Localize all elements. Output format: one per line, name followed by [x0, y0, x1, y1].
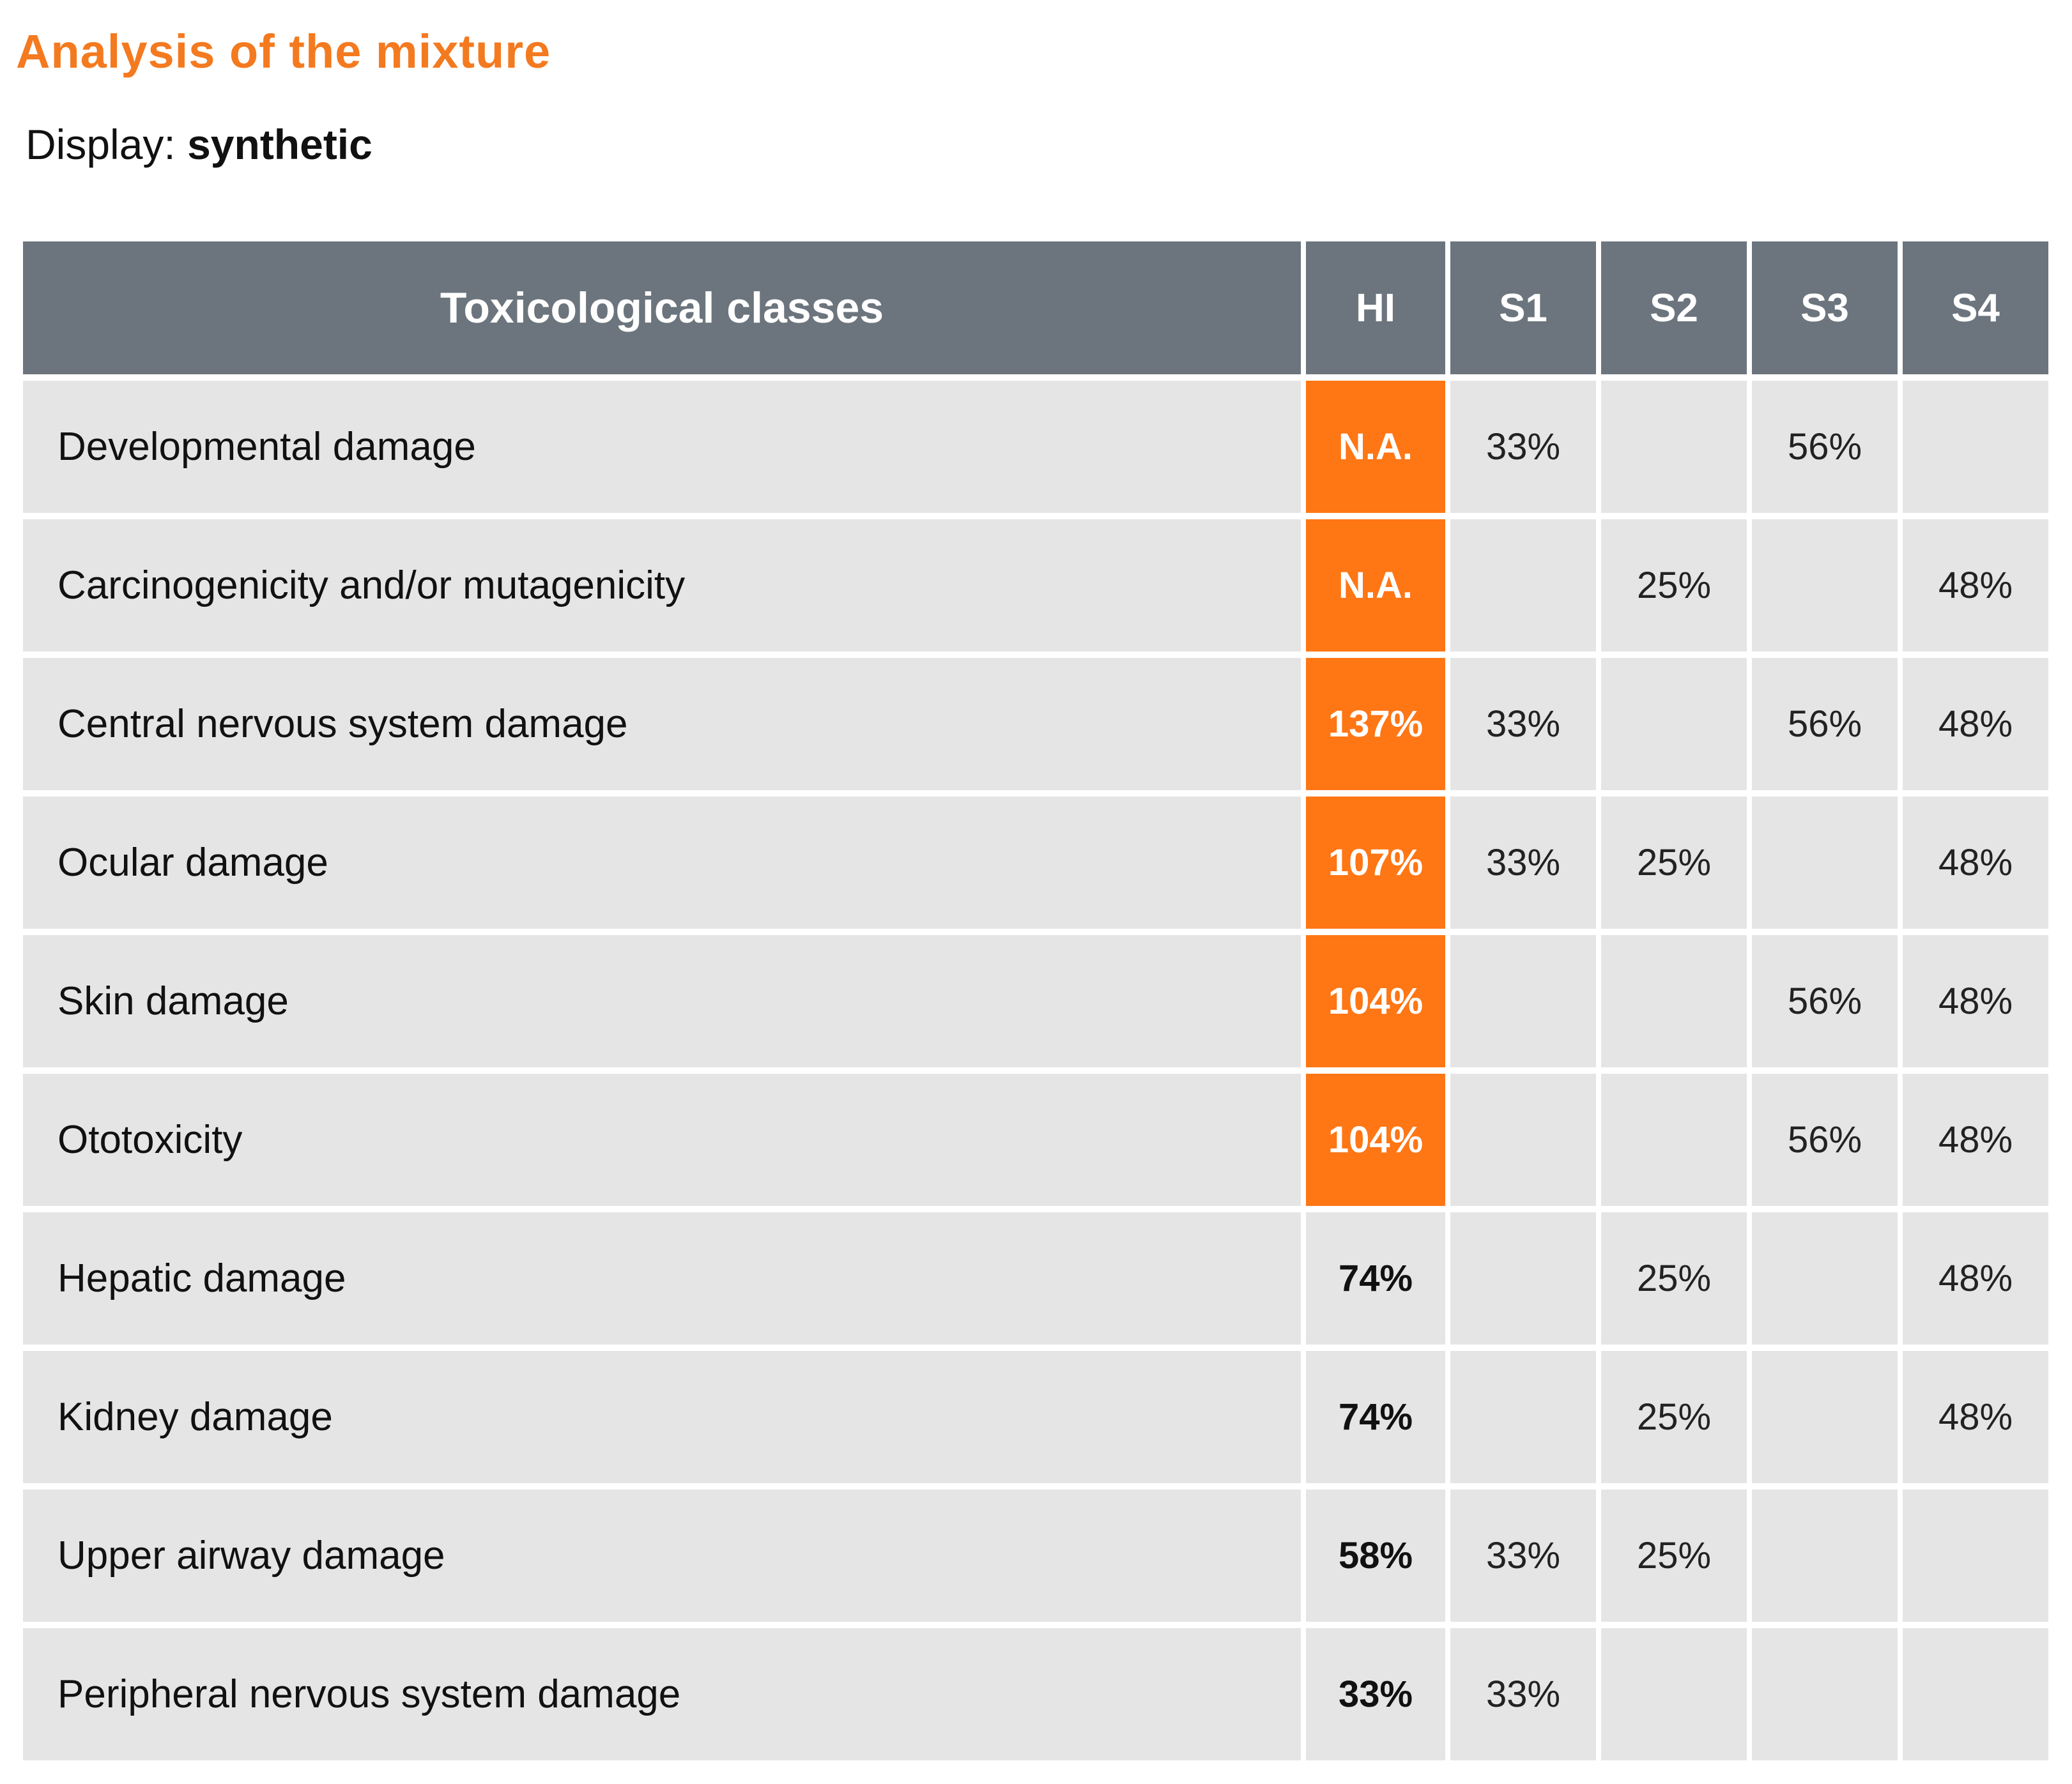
- row-label: Developmental damage: [23, 381, 1301, 513]
- row-s4-value: 48%: [1903, 519, 2048, 652]
- row-hi-value: 107%: [1306, 797, 1445, 929]
- header-s2: S2: [1601, 241, 1747, 374]
- display-label: Display:: [26, 121, 176, 168]
- page-title: Analysis of the mixture: [16, 25, 551, 78]
- row-s4-value: 48%: [1903, 1212, 2048, 1345]
- row-s2-value: [1601, 658, 1747, 790]
- row-hi-value: 104%: [1306, 1074, 1445, 1206]
- row-label: Peripheral nervous system damage: [23, 1628, 1301, 1760]
- row-s1-value: 33%: [1450, 797, 1596, 929]
- row-s4-value: [1903, 381, 2048, 513]
- row-s2-value: 25%: [1601, 1212, 1747, 1345]
- header-hi: HI: [1306, 241, 1445, 374]
- row-s1-value: [1450, 519, 1596, 652]
- row-label: Hepatic damage: [23, 1212, 1301, 1345]
- row-s3-value: [1752, 797, 1898, 929]
- row-s1-value: [1450, 1074, 1596, 1206]
- row-s3-value: [1752, 519, 1898, 652]
- row-s4-value: 48%: [1903, 1074, 2048, 1206]
- row-hi-value: N.A.: [1306, 519, 1445, 652]
- row-label: Skin damage: [23, 935, 1301, 1067]
- row-label: Carcinogenicity and/or mutagenicity: [23, 519, 1301, 652]
- display-value: synthetic: [187, 121, 372, 168]
- row-s3-value: [1752, 1351, 1898, 1483]
- row-s2-value: 25%: [1601, 519, 1747, 652]
- row-s2-value: 25%: [1601, 1351, 1747, 1483]
- row-s4-value: [1903, 1628, 2048, 1760]
- row-s2-value: [1601, 935, 1747, 1067]
- row-s3-value: [1752, 1628, 1898, 1760]
- row-s2-value: [1601, 1628, 1747, 1760]
- row-s4-value: [1903, 1490, 2048, 1622]
- row-hi-value: N.A.: [1306, 381, 1445, 513]
- header-toxicological-classes: Toxicological classes: [23, 241, 1301, 374]
- row-label: Kidney damage: [23, 1351, 1301, 1483]
- row-s1-value: [1450, 1351, 1596, 1483]
- row-label: Ototoxicity: [23, 1074, 1301, 1206]
- toxicology-table: Toxicological classes HI S1 S2 S3 S4 Dev…: [23, 241, 2051, 1760]
- row-hi-value: 58%: [1306, 1490, 1445, 1622]
- row-s1-value: 33%: [1450, 658, 1596, 790]
- header-s3: S3: [1752, 241, 1898, 374]
- row-hi-value: 33%: [1306, 1628, 1445, 1760]
- row-s4-value: 48%: [1903, 1351, 2048, 1483]
- row-hi-value: 74%: [1306, 1212, 1445, 1345]
- row-s3-value: [1752, 1212, 1898, 1345]
- row-s1-value: 33%: [1450, 1490, 1596, 1622]
- row-s4-value: 48%: [1903, 658, 2048, 790]
- row-hi-value: 104%: [1306, 935, 1445, 1067]
- row-s2-value: 25%: [1601, 797, 1747, 929]
- row-s3-value: 56%: [1752, 1074, 1898, 1206]
- header-s1: S1: [1450, 241, 1596, 374]
- row-label: Upper airway damage: [23, 1490, 1301, 1622]
- row-hi-value: 74%: [1306, 1351, 1445, 1483]
- row-s1-value: 33%: [1450, 1628, 1596, 1760]
- row-s2-value: 25%: [1601, 1490, 1747, 1622]
- header-s4: S4: [1903, 241, 2048, 374]
- row-label: Central nervous system damage: [23, 658, 1301, 790]
- row-s3-value: 56%: [1752, 935, 1898, 1067]
- row-hi-value: 137%: [1306, 658, 1445, 790]
- row-s1-value: 33%: [1450, 381, 1596, 513]
- row-s1-value: [1450, 935, 1596, 1067]
- row-s2-value: [1601, 1074, 1747, 1206]
- row-s1-value: [1450, 1212, 1596, 1345]
- row-s4-value: 48%: [1903, 797, 2048, 929]
- row-s4-value: 48%: [1903, 935, 2048, 1067]
- row-s3-value: 56%: [1752, 381, 1898, 513]
- row-s3-value: [1752, 1490, 1898, 1622]
- row-s2-value: [1601, 381, 1747, 513]
- row-s3-value: 56%: [1752, 658, 1898, 790]
- row-label: Ocular damage: [23, 797, 1301, 929]
- display-mode: Display: synthetic: [26, 120, 372, 169]
